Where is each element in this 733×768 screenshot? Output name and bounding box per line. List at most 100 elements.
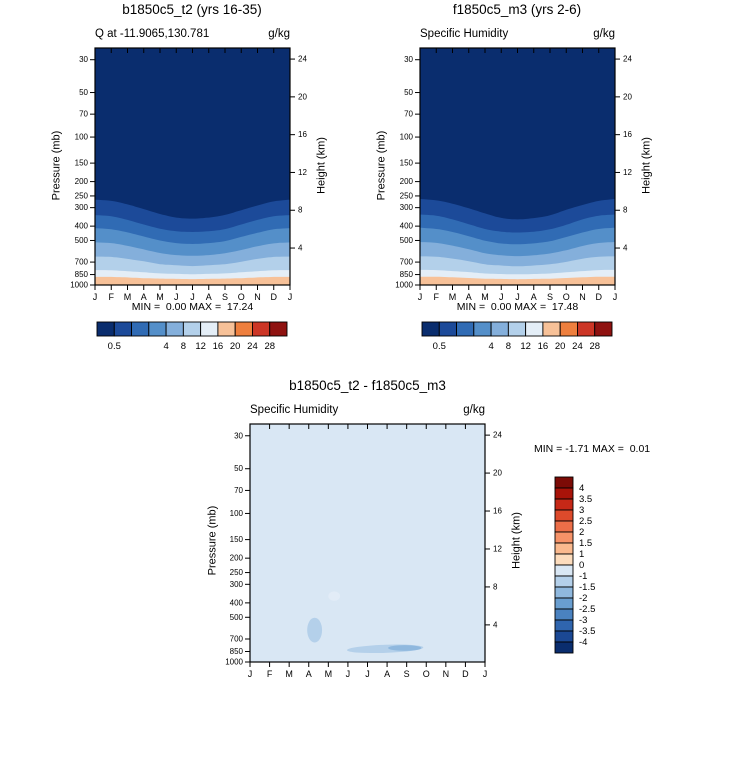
month-tick-label: J — [483, 669, 488, 679]
colorbar-label: 8 — [506, 341, 511, 352]
colorbar-label: -2.5 — [579, 604, 595, 615]
month-tick-label: N — [579, 292, 586, 302]
colorbar-box — [525, 321, 544, 337]
colorbar-box — [113, 321, 132, 337]
colorbar-box — [554, 575, 574, 588]
colorbar-label: 28 — [589, 341, 600, 352]
colorbar-box — [554, 641, 574, 654]
colorbar-box — [594, 321, 613, 337]
month-tick-label: O — [238, 292, 245, 302]
colorbar-label: 24 — [572, 341, 583, 352]
colorbar-label: 28 — [264, 341, 275, 352]
colorbar-box — [269, 321, 288, 337]
colorbar-box — [234, 321, 253, 337]
height-tick-label: 4 — [493, 620, 498, 629]
height-tick-label: 8 — [493, 582, 498, 591]
height-tick-label: 24 — [493, 431, 502, 440]
colorbar-box — [200, 321, 219, 337]
colorbar-box — [554, 597, 574, 610]
colorbar-box — [252, 321, 271, 337]
panel-case1: b1850c5_t2 (yrs 16-35) Q at -11.9065,130… — [37, 0, 347, 366]
month-tick-label: O — [563, 292, 570, 302]
colorbar-box — [577, 321, 596, 337]
colorbar-label: -1.5 — [579, 582, 595, 593]
pressure-tick-label: 70 — [79, 110, 88, 119]
height-tick-label: 8 — [298, 206, 303, 215]
pressure-tick-label: 1000 — [70, 281, 88, 290]
colorbar-box — [554, 509, 574, 522]
colorbar-label: 1.5 — [579, 538, 592, 549]
colorbar-label: 2.5 — [579, 516, 592, 527]
height-tick-label: 12 — [298, 168, 307, 177]
height-tick-label: 20 — [298, 92, 307, 101]
month-tick-label: J — [248, 669, 253, 679]
colorbar: 0.5 4 8 12 16 20 24 28 — [421, 321, 613, 352]
month-tick-label: M — [156, 292, 164, 302]
pressure-tick-label: 850 — [230, 647, 244, 656]
month-tick-label: M — [325, 669, 333, 679]
pressure-tick-label: 850 — [75, 270, 89, 279]
month-tick-label: F — [109, 292, 115, 302]
month-tick-label: J — [174, 292, 179, 302]
pressure-tick-label: 700 — [400, 258, 414, 267]
pressure-tick-label: 100 — [400, 133, 414, 142]
colorbar-box — [507, 321, 527, 337]
contour-band-16 — [95, 276, 290, 285]
pressure-tick-label: 50 — [404, 88, 413, 97]
colorbar-label: 4 — [488, 341, 493, 352]
colorbar-label: -3.5 — [579, 626, 595, 637]
colorbar-box — [438, 321, 457, 337]
pressure-tick-label: 200 — [75, 177, 89, 186]
panel-title: b1850c5_t2 - f1850c5_m3 — [289, 378, 446, 393]
colorbar-box — [542, 321, 561, 337]
colorbar-box — [554, 531, 574, 544]
colorbar-label: 8 — [181, 341, 186, 352]
month-tick-label: J — [346, 669, 351, 679]
month-tick-label: A — [384, 669, 390, 679]
colorbar-label: 16 — [213, 341, 224, 352]
colorbar-box — [490, 321, 509, 337]
min-max-stats: MIN = 0.00 MAX = 17.48 — [456, 301, 579, 313]
month-tick-label: J — [499, 292, 504, 302]
colorbar-label: -2 — [579, 593, 587, 604]
month-tick-label: A — [141, 292, 147, 302]
pressure-tick-label: 50 — [234, 464, 243, 473]
colorbar-box — [554, 542, 574, 555]
pressure-tick-label: 500 — [75, 236, 89, 245]
colorbar-box — [554, 619, 574, 632]
colorbar-box — [554, 553, 574, 566]
panel-title: b1850c5_t2 (yrs 16-35) — [122, 2, 262, 17]
pressure-tick-label: 200 — [400, 177, 414, 186]
panel-case2: f1850c5_m3 (yrs 2-6) Specific Humidity g… — [362, 0, 672, 366]
colorbar-vertical: 43.532.521.510-1-1.5-2-2.5-3-3.5-4 — [554, 476, 595, 654]
colorbar-label: 12 — [195, 341, 206, 352]
pressure-tick-label: 30 — [234, 431, 243, 440]
pressure-tick-label: 500 — [230, 613, 244, 622]
colorbar: 0.5 4 8 12 16 20 24 28 — [96, 321, 288, 352]
colorbar-box — [554, 586, 574, 599]
pressure-tick-label: 150 — [400, 159, 414, 168]
month-tick-label: J — [515, 292, 520, 302]
month-tick-label: J — [418, 292, 423, 302]
pressure-tick-label: 100 — [230, 509, 244, 518]
pressure-tick-label: 1000 — [225, 658, 243, 667]
height-tick-label: 12 — [493, 544, 502, 553]
height-tick-label: 24 — [298, 55, 307, 64]
month-tick-label: N — [443, 669, 450, 679]
month-tick-label: A — [466, 292, 472, 302]
pressure-tick-label: 400 — [400, 222, 414, 231]
colorbar-label: 24 — [247, 341, 258, 352]
panel-units-label: g/kg — [593, 28, 615, 40]
height-tick-label: 16 — [623, 130, 632, 139]
contour-plot: 30 50 70 100 150 200 250 300 400 500 700 850 1000 24 2… — [225, 423, 502, 679]
height-tick-label: 20 — [623, 92, 632, 101]
pressure-tick-label: 700 — [230, 634, 244, 643]
panel-units-label: g/kg — [463, 404, 485, 416]
panel-units-label: g/kg — [268, 28, 290, 40]
difference-legend: MIN = -1.71 MAX = 0.01 4 3.5 3 2.5 2 1.5 1 0 -1-… — [530, 441, 725, 681]
pressure-tick-label: 200 — [230, 554, 244, 563]
colorbar-box — [554, 487, 574, 500]
colorbar-label: 16 — [538, 341, 549, 352]
month-tick-label: A — [306, 669, 312, 679]
